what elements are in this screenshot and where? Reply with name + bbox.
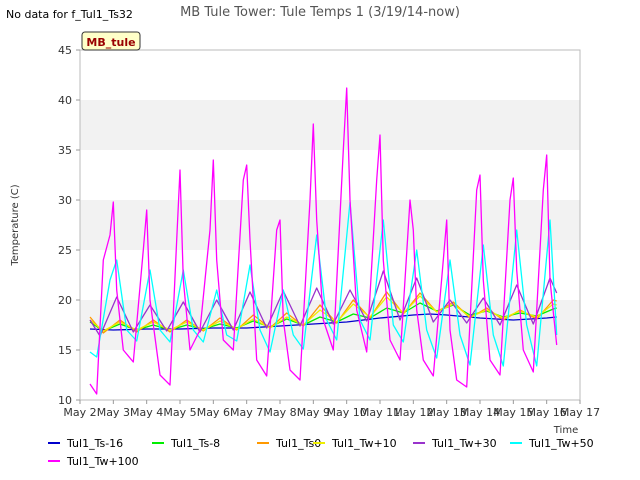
x-tick-label: May 13 bbox=[427, 406, 467, 419]
plot-frame bbox=[79, 49, 581, 401]
legend-label: Tul1_Tw+10 bbox=[331, 437, 397, 450]
series-line-tul1-tw-50 bbox=[89, 201, 558, 367]
x-tick-label: May 12 bbox=[393, 406, 433, 419]
badge-box bbox=[81, 31, 141, 51]
legend-label: Tul1_Tw+100 bbox=[66, 455, 139, 468]
legend: Tul1_Ts-16 Tul1_Ts-8 Tul1_Ts0 Tul1_Tw+10 Tul… bbox=[48, 437, 594, 468]
background-bands bbox=[80, 50, 580, 400]
y-tick-label: 40 bbox=[58, 94, 72, 107]
x-tick-label: May 14 bbox=[460, 406, 500, 419]
legend-label: Tul1_Ts-16 bbox=[66, 437, 123, 450]
legend-label: Tul1_Tw+30 bbox=[431, 437, 497, 450]
band bbox=[80, 50, 580, 100]
x-tick-label: May 5 bbox=[163, 406, 196, 419]
band bbox=[80, 250, 580, 300]
series-line-tul1-tw-10 bbox=[89, 295, 557, 332]
band bbox=[80, 200, 580, 250]
legend-label: Tul1_Tw+50 bbox=[528, 437, 594, 450]
y-axis-ticks: 10 15 20 25 30 35 40 45 bbox=[58, 44, 80, 407]
y-tick-label: 25 bbox=[58, 244, 72, 257]
x-tick-label: May 16 bbox=[527, 406, 567, 419]
band bbox=[80, 100, 580, 150]
legend-label: Tul1_Ts0 bbox=[275, 437, 321, 450]
x-tick-label: May 17 bbox=[560, 406, 600, 419]
y-tick-label: 30 bbox=[58, 194, 72, 207]
y-tick-label: 45 bbox=[58, 44, 72, 57]
x-tick-label: May 9 bbox=[297, 406, 330, 419]
x-tick-label: May 8 bbox=[263, 406, 296, 419]
x-tick-label: May 7 bbox=[230, 406, 263, 419]
series-line-tul1-tw-100 bbox=[89, 87, 558, 395]
x-tick-label: May 6 bbox=[197, 406, 230, 419]
y-tick-label: 35 bbox=[58, 144, 72, 157]
band bbox=[80, 350, 580, 400]
x-tick-label: May 10 bbox=[327, 406, 367, 419]
x-tick-label: May 11 bbox=[360, 406, 400, 419]
badge: MB_tule bbox=[81, 31, 141, 51]
band bbox=[80, 150, 580, 200]
y-tick-label: 15 bbox=[58, 344, 72, 357]
badge-label: MB_tule bbox=[86, 36, 135, 49]
no-data-note: No data for f_Tul1_Ts32 bbox=[6, 8, 133, 21]
series-lines bbox=[89, 87, 558, 395]
x-axis-label: Time bbox=[553, 425, 578, 436]
chart-title: MB Tule Tower: Tule Temps 1 (3/19/14-now… bbox=[180, 5, 460, 20]
x-tick-label: May 3 bbox=[97, 406, 130, 419]
y-tick-label: 20 bbox=[58, 294, 72, 307]
y-tick-label: 10 bbox=[58, 394, 72, 407]
x-tick-label: May 2 bbox=[63, 406, 96, 419]
x-axis-ticks: May 2 May 3 May 4 May 5 May 6 May 7 May 8 May 9… bbox=[63, 400, 600, 419]
y-axis-label: Temperature (C) bbox=[10, 184, 21, 266]
legend-label: Tul1_Ts-8 bbox=[170, 437, 220, 450]
x-tick-label: May 4 bbox=[130, 406, 163, 419]
x-tick-label: May 15 bbox=[493, 406, 533, 419]
